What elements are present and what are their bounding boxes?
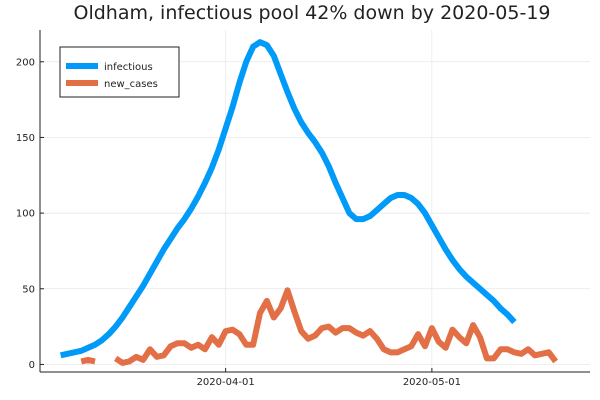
legend-label-infectious: infectious — [104, 62, 153, 73]
y-tick-label: 0 — [29, 360, 35, 371]
legend: infectious new_cases — [59, 46, 180, 98]
legend-box — [59, 46, 180, 98]
y-tick-label: 200 — [16, 57, 35, 68]
y-tick-labels: 0 50 100 150 200 — [16, 57, 35, 371]
y-tick-label: 150 — [16, 133, 35, 144]
series-line-infectious — [59, 39, 517, 359]
y-tick-label: 50 — [22, 284, 35, 295]
axes — [39, 30, 590, 373]
series — [59, 39, 559, 366]
x-tick-labels: 2020-04-01 2020-05-01 — [197, 377, 461, 388]
x-tick-label: 2020-04-01 — [197, 377, 255, 388]
chart-title: Oldham, infectious pool 42% down by 2020… — [73, 2, 550, 24]
y-tick-label: 100 — [16, 209, 35, 220]
x-tick-label: 2020-05-01 — [403, 377, 461, 388]
series-line-new-cases — [80, 287, 559, 366]
legend-label-new-cases: new_cases — [104, 79, 158, 90]
